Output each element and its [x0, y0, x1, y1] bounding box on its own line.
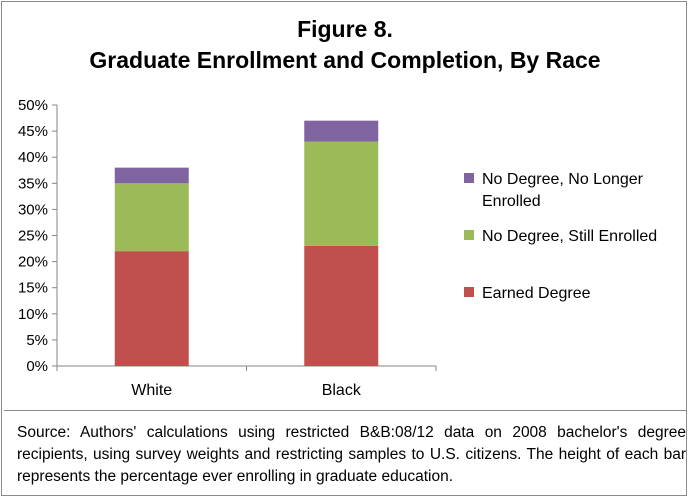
bar-segment	[304, 245, 379, 366]
bar-segment	[114, 183, 189, 252]
y-tick-label: 50%	[18, 97, 48, 114]
legend-label: No Degree, No Longer	[482, 171, 644, 188]
chart-title-line-1: Figure 8.	[297, 16, 393, 42]
x-category-label: Black	[322, 382, 362, 399]
bar-segment	[304, 120, 379, 142]
legend-swatch	[464, 230, 474, 240]
chart-title: Figure 8. Graduate Enrollment and Comple…	[0, 14, 690, 76]
y-tick-label: 15%	[18, 280, 48, 297]
y-tick-label: 5%	[26, 332, 48, 349]
legend-label: No Degree, Still Enrolled	[482, 228, 657, 245]
bar-segment	[114, 251, 189, 366]
bar-segment	[304, 141, 379, 246]
y-tick-label: 45%	[18, 123, 48, 140]
y-tick-label: 10%	[18, 306, 48, 323]
y-tick-label: 35%	[18, 175, 48, 192]
x-category-label: White	[131, 382, 172, 399]
y-tick-label: 40%	[18, 149, 48, 166]
y-tick-label: 0%	[26, 358, 48, 375]
chart-title-line-2: Graduate Enrollment and Completion, By R…	[89, 47, 601, 73]
legend-swatch	[464, 173, 474, 183]
bar-segment	[114, 167, 189, 184]
y-tick-label: 30%	[18, 201, 48, 218]
y-tick-label: 20%	[18, 254, 48, 271]
chart-plot: 0% 5% 10% 15% 20% 25% 30% 35% 40% 45% 50% White Blac…	[18, 97, 657, 399]
legend-swatch	[464, 287, 474, 297]
legend-label: Earned Degree	[482, 285, 591, 302]
source-note: Source: Authors' calculations using rest…	[4, 410, 686, 495]
legend-label: Enrolled	[482, 193, 541, 210]
y-tick-label: 25%	[18, 228, 48, 245]
